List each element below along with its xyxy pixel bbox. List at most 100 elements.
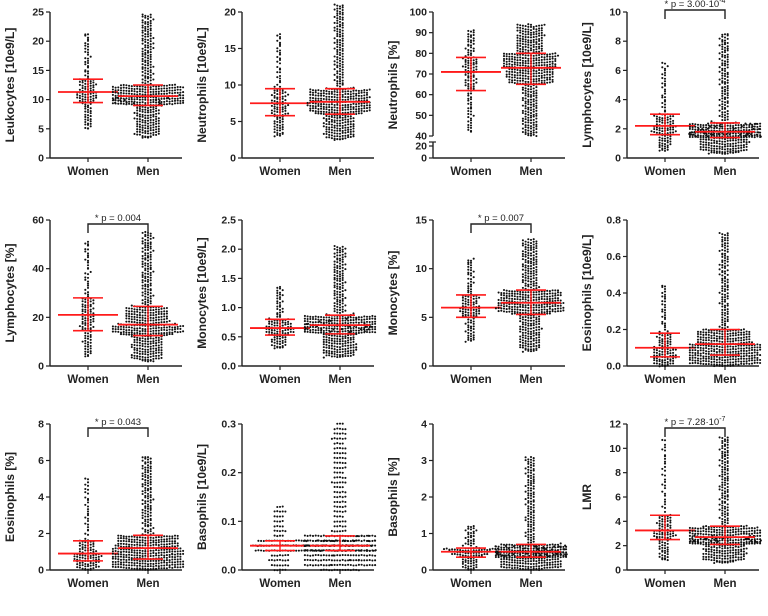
data-point: [735, 351, 737, 353]
data-point: [737, 139, 739, 141]
data-point: [719, 99, 721, 101]
data-point: [702, 149, 704, 151]
p-value-label: * p = 0.007: [478, 213, 524, 224]
data-point: [115, 87, 117, 89]
data-point: [369, 88, 371, 90]
data-point: [527, 91, 529, 93]
data-point: [342, 298, 344, 300]
data-point: [554, 55, 556, 57]
data-point: [331, 345, 333, 347]
x-category-label: Women: [67, 166, 108, 178]
data-point: [727, 311, 729, 313]
data-point: [713, 332, 715, 334]
data-point: [144, 280, 146, 282]
data-point: [276, 295, 278, 297]
data-point: [694, 362, 696, 364]
data-point: [756, 352, 758, 354]
data-point: [659, 365, 661, 367]
data-point: [279, 298, 281, 300]
data-point: [656, 120, 658, 122]
data-point: [117, 89, 119, 91]
data-point: [287, 321, 289, 323]
data-point: [708, 331, 710, 333]
data-point: [746, 341, 748, 343]
data-point: [664, 285, 666, 287]
data-point: [467, 319, 469, 321]
data-point: [152, 332, 154, 334]
data-point: [152, 342, 154, 344]
data-point: [274, 123, 276, 125]
y-axis-label: Neutrophils [10e9/L]: [195, 27, 209, 142]
data-point: [535, 100, 537, 102]
data-point: [535, 269, 537, 271]
data-point: [538, 64, 540, 66]
data-point: [552, 76, 554, 78]
data-point: [339, 85, 341, 87]
data-point: [661, 292, 663, 294]
data-point: [84, 94, 86, 96]
data-point: [533, 122, 535, 124]
data-point: [336, 61, 338, 63]
data-point: [543, 62, 545, 64]
data-point: [470, 104, 472, 106]
data-point: [323, 133, 325, 135]
data-point: [727, 297, 729, 299]
data-point: [530, 247, 532, 249]
y-tick-label: 2.5: [221, 215, 236, 227]
data-point: [155, 308, 157, 310]
data-point: [323, 339, 325, 341]
data-point: [339, 275, 341, 277]
data-point: [171, 92, 173, 94]
data-point: [92, 86, 94, 88]
data-point: [339, 280, 341, 282]
data-point: [92, 562, 94, 564]
data-point: [125, 97, 127, 99]
data-point: [729, 143, 731, 145]
data-point: [328, 330, 330, 332]
data-point: [732, 334, 734, 336]
data-point: [150, 284, 152, 286]
data-point: [522, 336, 524, 338]
data-point: [694, 360, 696, 362]
data-point: [160, 347, 162, 349]
data-point: [317, 95, 319, 97]
data-point: [721, 346, 723, 348]
data-point: [467, 38, 469, 40]
data-point: [342, 119, 344, 121]
data-point: [150, 48, 152, 50]
data-point: [342, 345, 344, 347]
data-point: [76, 563, 78, 565]
data-point: [527, 114, 529, 116]
data-point: [535, 131, 537, 133]
data-point: [467, 272, 469, 274]
data-point: [522, 57, 524, 59]
data-point: [727, 303, 729, 305]
data-point: [511, 74, 513, 76]
data-point: [142, 343, 144, 345]
data-point: [344, 116, 346, 118]
data-point: [144, 314, 146, 316]
data-point: [90, 271, 92, 273]
data-point: [705, 149, 707, 151]
data-point: [519, 312, 521, 314]
data-point: [339, 335, 341, 337]
data-point: [155, 352, 157, 354]
data-point: [150, 341, 152, 343]
data-point: [522, 258, 524, 260]
data-point: [470, 44, 472, 46]
data-point: [342, 308, 344, 310]
data-point: [727, 38, 729, 40]
data-point: [716, 332, 718, 334]
data-point: [87, 493, 89, 495]
data-point: [334, 121, 336, 123]
data-point: [87, 505, 89, 507]
data-point: [282, 342, 284, 344]
data-point: [82, 321, 84, 323]
data-point: [144, 234, 146, 236]
data-point: [737, 358, 739, 360]
data-point: [325, 133, 327, 135]
data-point: [147, 247, 149, 249]
data-point: [325, 352, 327, 354]
data-point: [724, 60, 726, 62]
data-point: [727, 87, 729, 89]
